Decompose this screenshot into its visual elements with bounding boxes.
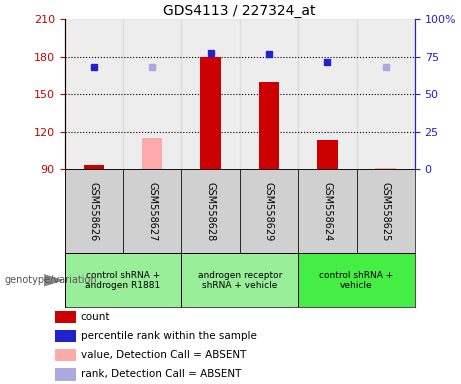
Text: GSM558625: GSM558625 (381, 182, 391, 241)
Text: GSM558629: GSM558629 (264, 182, 274, 241)
Text: genotype/variation: genotype/variation (5, 275, 97, 285)
Bar (356, 169, 415, 253)
Bar (259, 82, 279, 169)
Bar (55, 330, 76, 342)
Bar (298, 253, 415, 307)
Bar (65, 253, 181, 307)
Bar (356, 19, 415, 169)
Polygon shape (44, 275, 62, 286)
Text: value, Detection Call = ABSENT: value, Detection Call = ABSENT (81, 350, 246, 360)
Text: GSM558626: GSM558626 (89, 182, 99, 241)
Bar (317, 140, 337, 169)
Text: count: count (81, 312, 110, 322)
Bar (181, 253, 298, 307)
Text: control shRNA +
androgen R1881: control shRNA + androgen R1881 (85, 271, 160, 290)
Bar (55, 349, 76, 361)
Text: GSM558624: GSM558624 (322, 182, 332, 241)
Bar (65, 169, 123, 253)
Bar (123, 169, 181, 253)
Text: rank, Detection Call = ABSENT: rank, Detection Call = ABSENT (81, 369, 241, 379)
Bar (55, 311, 76, 323)
Bar (55, 368, 76, 381)
Text: androgen receptor
shRNA + vehicle: androgen receptor shRNA + vehicle (197, 271, 282, 290)
Text: control shRNA +
vehicle: control shRNA + vehicle (319, 271, 394, 290)
Bar (298, 169, 356, 253)
Bar (123, 19, 181, 169)
Bar (298, 19, 356, 169)
Bar (65, 19, 123, 169)
Bar (181, 169, 240, 253)
Bar (375, 168, 396, 169)
Bar (200, 57, 221, 169)
Bar (83, 165, 104, 169)
Text: GSM558628: GSM558628 (206, 182, 216, 241)
Bar (240, 169, 298, 253)
Title: GDS4113 / 227324_at: GDS4113 / 227324_at (164, 4, 316, 18)
Bar (240, 19, 298, 169)
Bar (181, 19, 240, 169)
Bar (142, 138, 162, 169)
Text: percentile rank within the sample: percentile rank within the sample (81, 331, 257, 341)
Text: GSM558627: GSM558627 (147, 182, 157, 241)
